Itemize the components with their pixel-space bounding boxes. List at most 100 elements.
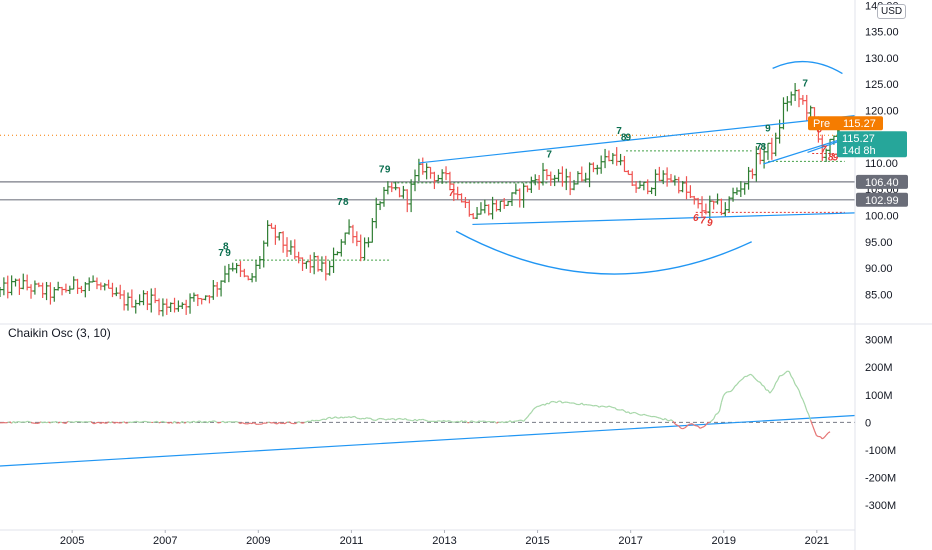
price-bar bbox=[618, 153, 623, 166]
oscillator-line-segment bbox=[457, 420, 460, 423]
oscillator-line-segment bbox=[137, 421, 140, 423]
price-bar bbox=[292, 239, 297, 260]
price-bar bbox=[149, 288, 154, 313]
oscillator-line-segment bbox=[414, 418, 418, 422]
currency-selector[interactable]: USD bbox=[877, 4, 907, 19]
price-bar bbox=[634, 181, 639, 193]
oscillator-line-segment bbox=[106, 421, 109, 424]
oscillator-line-segment bbox=[790, 376, 794, 380]
price-bar bbox=[482, 199, 487, 214]
price-bar bbox=[343, 232, 348, 245]
price-bar bbox=[91, 275, 96, 283]
oscillator-line-segment bbox=[517, 419, 520, 422]
oscillator-line-segment bbox=[38, 421, 42, 424]
oscillator-line-segment bbox=[573, 402, 577, 405]
price-bar bbox=[331, 247, 336, 273]
oscillator-line-segment bbox=[624, 410, 627, 414]
oscillator-line-segment bbox=[664, 418, 668, 421]
oscillator-tick-label: -100M bbox=[865, 445, 896, 457]
price-bar bbox=[246, 275, 251, 281]
oscillator-line-segment bbox=[67, 420, 70, 423]
oscillator-line-segment bbox=[808, 414, 812, 421]
oscillator-tick-label: 100M bbox=[865, 390, 893, 402]
oscillator-line-segment bbox=[141, 420, 144, 423]
price-bar bbox=[366, 237, 371, 248]
price-bar bbox=[199, 297, 204, 305]
price-bar bbox=[541, 162, 546, 186]
price-bar bbox=[428, 166, 433, 179]
oscillator-line-segment bbox=[323, 418, 326, 421]
price-bar bbox=[758, 147, 763, 165]
price-bar bbox=[676, 176, 681, 194]
price-bar bbox=[544, 169, 549, 181]
price-bar bbox=[665, 167, 670, 187]
oscillator-line-segment bbox=[538, 404, 542, 407]
oscillator-line-segment bbox=[761, 384, 765, 387]
price-bar bbox=[451, 183, 456, 202]
oscillator-line-segment bbox=[269, 421, 272, 424]
oscillator-line-segment bbox=[610, 406, 614, 409]
oscillator-line-segment bbox=[123, 421, 127, 424]
price-tick-label: 130.00 bbox=[865, 53, 899, 65]
price-bar bbox=[471, 213, 476, 220]
oscillator-line-segment bbox=[783, 372, 786, 376]
td-sequential-label: 9 bbox=[765, 123, 771, 134]
price-bar bbox=[750, 168, 755, 179]
price-bar bbox=[828, 138, 833, 157]
oscillator-line-segment bbox=[309, 419, 313, 423]
price-bar bbox=[610, 152, 615, 165]
oscillator-line-segment bbox=[794, 383, 798, 388]
oscillator-line-segment bbox=[393, 418, 396, 421]
oscillator-line-segment bbox=[389, 418, 392, 420]
oscillator-line-segment bbox=[426, 420, 429, 423]
oscillator-line-segment bbox=[288, 421, 292, 424]
oscillator-line-segment bbox=[181, 420, 185, 424]
price-bar bbox=[5, 275, 10, 299]
oscillator-line-segment bbox=[804, 404, 808, 411]
oscillator-line-segment bbox=[23, 421, 26, 423]
oscillator-line-segment bbox=[422, 418, 425, 421]
price-bar bbox=[40, 282, 45, 299]
oscillator-line-segment bbox=[751, 375, 755, 379]
td-sequential-label: 7 bbox=[546, 150, 552, 161]
price-bar bbox=[48, 282, 53, 305]
price-bar bbox=[393, 181, 398, 191]
price-bar bbox=[513, 183, 518, 195]
price-bar bbox=[789, 91, 794, 106]
oscillator-line-segment bbox=[276, 421, 280, 425]
price-bar bbox=[700, 196, 705, 216]
price-bar bbox=[649, 187, 654, 195]
price-bar bbox=[160, 298, 165, 317]
oscillator-line-segment bbox=[443, 419, 447, 423]
price-bar bbox=[32, 280, 37, 295]
oscillator-line-segment bbox=[711, 418, 715, 422]
oscillator-line-segment bbox=[319, 418, 323, 422]
price-bar bbox=[463, 197, 468, 208]
price-bar bbox=[118, 284, 123, 300]
price-bar bbox=[52, 287, 57, 302]
price-bar bbox=[114, 287, 119, 297]
price-bar bbox=[420, 157, 425, 175]
oscillator-line-segment bbox=[701, 426, 705, 429]
price-tick-label: 125.00 bbox=[865, 79, 899, 91]
oscillator-line-segment bbox=[207, 420, 210, 424]
oscillator-line-segment bbox=[125, 422, 129, 424]
oscillator-line-segment bbox=[500, 421, 503, 424]
oscillator-line-segment bbox=[775, 379, 779, 384]
price-bar bbox=[506, 200, 511, 206]
oscillator-line-segment bbox=[668, 419, 672, 422]
oscillator-line-segment bbox=[530, 409, 534, 413]
price-bar bbox=[327, 260, 332, 276]
price-bar bbox=[44, 281, 49, 301]
td-sequential-label: 7 bbox=[700, 215, 706, 226]
oscillator-line-segment bbox=[509, 420, 513, 423]
oscillator-line-segment bbox=[459, 420, 462, 423]
td-sequential-label: 9 bbox=[833, 152, 839, 163]
oscillator-line-segment bbox=[218, 421, 222, 424]
price-bar bbox=[478, 202, 483, 215]
oscillator-line-segment bbox=[724, 391, 728, 394]
oscillator-line-segment bbox=[816, 434, 819, 438]
price-bar bbox=[381, 186, 386, 207]
time-tick-label: 2009 bbox=[246, 535, 270, 547]
oscillator-line-segment bbox=[680, 427, 683, 430]
